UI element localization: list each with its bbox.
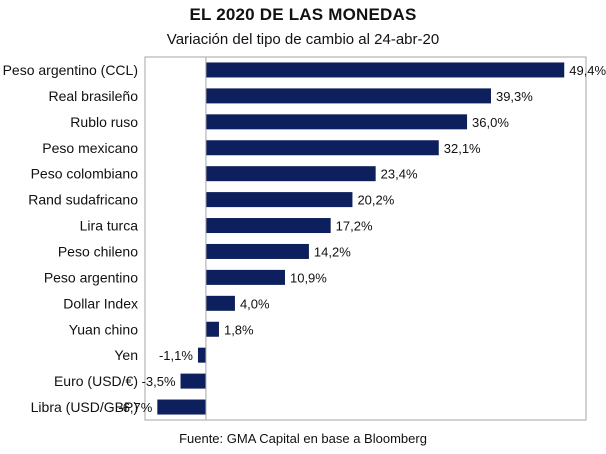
bar [205,295,235,311]
data-label: -3,5% [142,374,176,389]
bar [197,347,206,363]
category-label: Peso argentino (CCL) [3,62,138,78]
bar [205,140,439,156]
labels-layer: Peso argentino (CCL) 49,4% Real brasileño 3… [3,62,606,415]
data-label: 17,2% [336,219,373,234]
bar [205,166,376,182]
bar [205,218,331,234]
category-label: Peso mexicano [42,140,138,156]
data-label: 36,0% [472,115,509,130]
bar [205,321,219,337]
category-label: Real brasileño [49,88,139,104]
data-label: 4,0% [240,296,270,311]
bar [205,114,468,130]
category-label: Peso argentino [44,269,138,285]
bar [205,192,353,208]
data-label: 49,4% [569,63,606,78]
category-label: Libra (USD/GBP) [31,399,138,415]
chart-subtitle: Variación del tipo de cambio al 24-abr-2… [166,31,440,48]
data-label: 23,4% [381,167,418,182]
data-label: -1,1% [159,348,193,363]
bar [205,88,491,104]
data-label: 20,2% [357,193,394,208]
data-label: 10,9% [290,270,327,285]
chart-title: EL 2020 DE LAS MONEDAS [189,5,417,24]
data-label: 1,8% [224,322,254,337]
bars-layer [157,62,565,415]
category-label: Rublo ruso [70,114,138,130]
category-label: Lira turca [80,218,139,234]
category-label: Yen [114,347,138,363]
source-note: Fuente: GMA Capital en base a Bloomberg [179,431,427,446]
bar [205,243,309,259]
bar [157,399,206,415]
category-label: Yuan chino [69,321,138,337]
data-label: 39,3% [496,89,533,104]
category-label: Peso colombiano [31,166,139,182]
plot-frame [144,56,587,421]
bar [180,373,206,389]
category-label: Peso chileno [58,243,138,259]
data-label: 32,1% [444,141,481,156]
category-label: Dollar Index [63,295,138,311]
category-label: Rand sudafricano [28,192,138,208]
data-label: 14,2% [314,244,351,259]
data-label: -6,7% [118,400,152,415]
bar [205,269,285,285]
category-label: Euro (USD/€) [54,373,138,389]
bar [205,62,565,78]
